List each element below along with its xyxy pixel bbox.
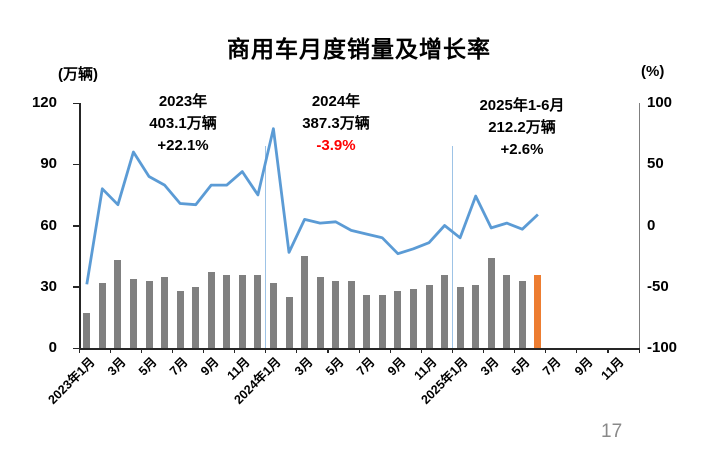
left-axis-tick — [73, 102, 79, 104]
x-axis-tick — [171, 348, 174, 353]
x-axis-tick — [514, 348, 516, 353]
annotation-2023-year: 2023年 — [158, 93, 208, 110]
year-separator-line — [264, 146, 267, 348]
sales-bar — [394, 290, 402, 348]
chart-title: 商用车月度销量及增长率 — [227, 36, 491, 62]
annotation-2023: 2023年 403.1万辆 +22.1% — [88, 91, 278, 157]
annotation-2023-growth: +22.1% — [157, 137, 209, 154]
sales-bar — [425, 284, 433, 348]
sales-bar — [378, 294, 386, 348]
sales-bar — [83, 313, 91, 348]
x-axis-tick — [140, 348, 142, 353]
x-axis-tick — [234, 348, 236, 353]
sales-bar — [98, 282, 106, 348]
sales-bar — [192, 286, 200, 348]
x-axis-tick — [420, 348, 422, 353]
sales-bar — [409, 288, 417, 348]
sales-bar — [238, 274, 246, 348]
x-axis-tick — [576, 348, 578, 353]
sales-bar — [347, 280, 355, 348]
left-axis-tick-label: 90 — [40, 155, 57, 173]
sales-bar — [316, 276, 324, 348]
sales-bar — [145, 280, 153, 348]
left-axis-tick-label: 0 — [48, 339, 57, 356]
left-axis-tick — [73, 286, 79, 288]
left-axis-tick — [73, 347, 79, 349]
right-axis-tick-label: 50 — [647, 155, 664, 173]
x-axis-tick — [451, 348, 454, 353]
x-axis-tick — [265, 348, 267, 353]
annotation-2025-period: 2025年1-6月 — [479, 97, 565, 114]
right-axis-tick-label: 100 — [647, 94, 673, 111]
x-axis-tick — [202, 348, 205, 353]
annotation-2025: 2025年1-6月 212.2万辆 +2.6% — [427, 95, 617, 161]
right-axis-tick-label: 0 — [647, 216, 656, 234]
sales-bar — [441, 274, 449, 348]
annotation-2024-year: 2024年 — [311, 93, 361, 110]
annotation-2024: 2024年 387.3万辆 -3.9% — [241, 91, 431, 157]
year-separator-line — [451, 146, 454, 348]
sales-bar — [269, 282, 277, 348]
x-axis-tick — [327, 348, 329, 353]
sales-bar — [176, 290, 184, 348]
x-axis-tick — [607, 348, 609, 353]
sales-bar — [161, 276, 169, 348]
right-axis-line — [639, 103, 641, 348]
page-number: 17 — [601, 421, 623, 442]
sales-bar — [472, 284, 480, 348]
annotation-2025-volume: 212.2万辆 — [488, 119, 556, 136]
growth-line — [85, 127, 539, 285]
sales-bar — [285, 296, 293, 348]
right-axis-unit: (%) — [641, 63, 665, 80]
x-axis-tick — [296, 348, 298, 353]
annotation-2024-growth: -3.9% — [316, 137, 356, 154]
annotation-2023-volume: 403.1万辆 — [149, 115, 217, 132]
left-axis-line — [79, 103, 81, 348]
sales-bar — [332, 280, 340, 348]
x-axis-tick — [358, 348, 360, 353]
annotation-2024-volume: 387.3万辆 — [302, 115, 370, 132]
sales-bar — [254, 274, 262, 348]
right-axis-tick-label: -50 — [647, 277, 669, 295]
left-axis-tick — [73, 225, 79, 227]
right-axis-tick-label: -100 — [647, 339, 678, 356]
left-axis-unit: (万辆) — [58, 66, 98, 83]
x-axis-tick — [78, 348, 80, 353]
sales-bar — [223, 274, 231, 348]
x-axis-tick — [109, 348, 111, 353]
left-axis-tick-label: 120 — [31, 94, 57, 111]
sales-bar — [363, 294, 371, 348]
x-axis-tick — [482, 348, 485, 353]
sales-bar — [129, 278, 137, 348]
x-axis-tick — [638, 348, 640, 353]
x-axis-tick — [545, 348, 547, 353]
x-axis-tick — [389, 348, 391, 353]
sales-bar — [518, 280, 526, 348]
left-axis-tick-label: 30 — [40, 277, 57, 295]
sales-bar — [114, 260, 122, 348]
sales-bar — [534, 274, 542, 348]
sales-bar — [207, 272, 215, 348]
sales-bar — [503, 274, 511, 348]
sales-bar — [301, 256, 309, 348]
left-axis-tick — [73, 163, 79, 166]
sales-bar — [487, 258, 495, 348]
sales-bar — [456, 286, 464, 348]
annotation-2025-growth: +2.6% — [500, 141, 544, 158]
left-axis-tick-label: 60 — [40, 216, 57, 234]
